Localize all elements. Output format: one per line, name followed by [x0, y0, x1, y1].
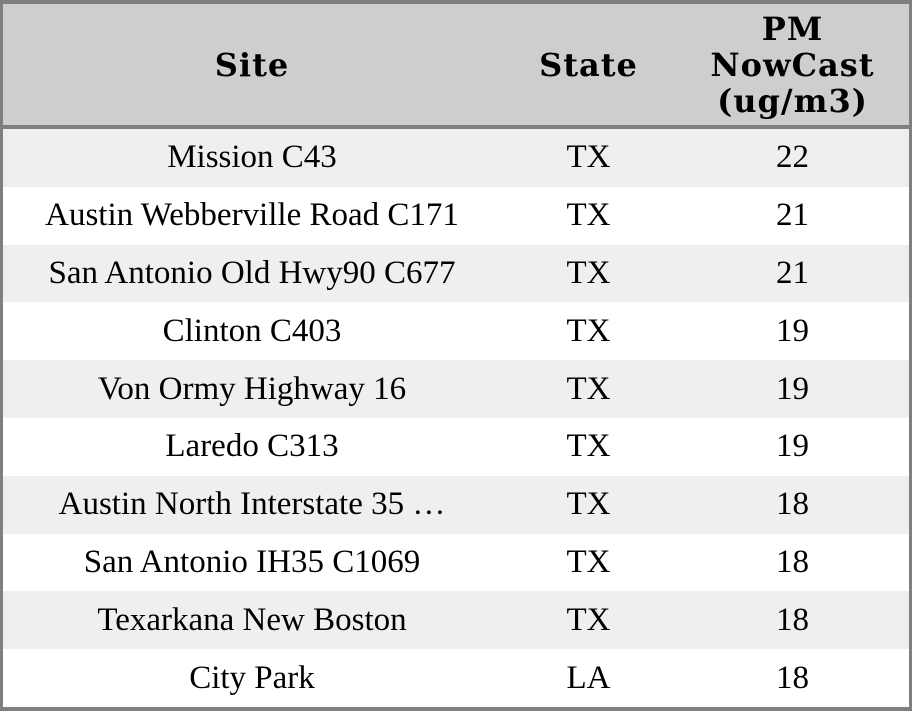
site-cell: Laredo C313 — [165, 428, 339, 465]
state-cell: TX — [566, 254, 611, 291]
value-cell: 19 — [776, 370, 809, 407]
state-cell: TX — [566, 543, 611, 580]
value-cell: 18 — [776, 601, 809, 638]
table-row: San Antonio IH35 C1069 TX 18 — [3, 533, 909, 592]
table-row: Clinton C403 TX 19 — [3, 302, 909, 361]
site-cell: Clinton C403 — [162, 312, 342, 349]
value-cell: 18 — [776, 486, 809, 523]
table-row: San Antonio Old Hwy90 C677 TX 21 — [3, 244, 909, 303]
value-cell: 18 — [776, 659, 809, 696]
table-row: Laredo C313 TX 19 — [3, 417, 909, 476]
site-cell: Austin North Interstate 35 … — [58, 486, 446, 523]
table-row: Austin North Interstate 35 … TX 18 — [3, 475, 909, 534]
state-cell: TX — [566, 486, 611, 523]
table-row: City Park LA 18 — [3, 649, 909, 707]
table-row: Austin Webberville Road C171 TX 21 — [3, 186, 909, 245]
site-cell: Austin Webberville Road C171 — [45, 197, 459, 234]
value-cell: 21 — [776, 254, 809, 291]
header-row: Site State PM NowCast (ug/m3) — [3, 4, 909, 129]
table-row: Mission C43 TX 22 — [3, 127, 909, 187]
state-cell: TX — [566, 601, 611, 638]
site-cell: Mission C43 — [167, 139, 337, 176]
site-cell: San Antonio Old Hwy90 C677 — [48, 254, 456, 291]
site-cell: City Park — [189, 659, 315, 696]
column-header-state[interactable]: State — [501, 4, 676, 129]
pm-nowcast-table: Site State PM NowCast (ug/m3) Mission C4… — [3, 4, 909, 707]
table-row: Texarkana New Boston TX 18 — [3, 591, 909, 650]
column-header-pm-nowcast[interactable]: PM NowCast (ug/m3) — [676, 4, 909, 129]
state-cell: TX — [566, 312, 611, 349]
state-cell: TX — [566, 370, 611, 407]
state-cell: TX — [566, 197, 611, 234]
state-cell: TX — [566, 139, 611, 176]
state-cell: TX — [566, 428, 611, 465]
value-cell: 18 — [776, 543, 809, 580]
table-row: Von Ormy Highway 16 TX 19 — [3, 360, 909, 418]
value-cell: 19 — [776, 312, 809, 349]
site-cell: San Antonio IH35 C1069 — [83, 543, 421, 580]
value-cell: 21 — [776, 197, 809, 234]
site-cell: Von Ormy Highway 16 — [97, 370, 407, 407]
column-header-site[interactable]: Site — [3, 4, 501, 129]
site-cell: Texarkana New Boston — [97, 601, 407, 638]
value-cell: 19 — [776, 428, 809, 465]
table-header: Site State PM NowCast (ug/m3) — [3, 4, 909, 129]
state-cell: LA — [566, 659, 611, 696]
value-cell: 22 — [776, 139, 809, 176]
table-body: Mission C43 TX 22 Austin Webberville Roa… — [3, 127, 909, 707]
